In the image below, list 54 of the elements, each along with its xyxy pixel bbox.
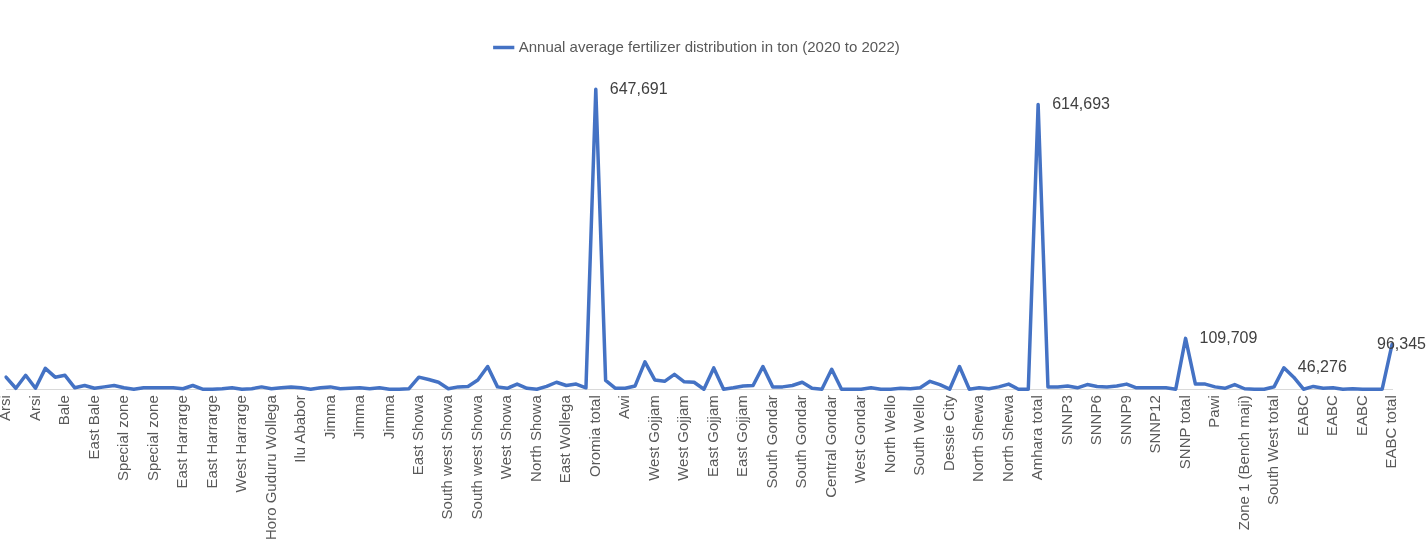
x-tick-label: SNNP9 — [1116, 395, 1134, 446]
x-tick-label: SNNP12 — [1146, 395, 1164, 454]
x-tick-label: East Gojjam — [733, 395, 751, 477]
data-label: 614,693 — [1052, 94, 1111, 112]
x-tick-label: South Wello — [910, 395, 928, 476]
x-tick-label: West Gojjam — [674, 395, 692, 481]
data-label: 46,276 — [1297, 358, 1347, 376]
data-label: 647,691 — [609, 79, 668, 97]
x-tick-label: North Shewa — [998, 394, 1016, 482]
x-tick-label: East Bale — [84, 395, 102, 460]
x-tick-label: SNNP3 — [1057, 395, 1075, 446]
x-tick-label: South Gondar — [762, 395, 780, 489]
x-tick-label: Dessie City — [939, 394, 957, 472]
x-tick-label: Pawi — [1205, 395, 1223, 428]
x-tick-label: Amhara total — [1028, 395, 1046, 481]
x-tick-label: East Gojjam — [703, 395, 721, 477]
legend-label: Annual average fertilizer distribution in ton (2020 to 2022) — [518, 37, 900, 55]
x-tick-label: South Gondar — [792, 395, 810, 489]
x-tick-label: East Harrarge — [202, 395, 220, 489]
x-tick-label: North Shewa — [969, 394, 987, 482]
x-tick-label: Jimma — [350, 394, 368, 440]
x-tick-label: West Showa — [497, 394, 515, 480]
x-tick-label: North Wello — [880, 395, 898, 474]
x-tick-label: South west Showa — [467, 394, 485, 520]
data-label: 109,709 — [1199, 328, 1258, 346]
x-tick-label: Jimma — [320, 394, 338, 440]
x-tick-label: Arsi — [25, 395, 43, 422]
x-tick-label: East Harrarge — [173, 395, 191, 489]
x-tick-label: South West total — [1264, 395, 1282, 505]
x-tick-label: Awi — [615, 395, 633, 420]
x-tick-label: Ilu Ababor — [291, 395, 309, 463]
x-tick-label: SNNP total — [1175, 395, 1193, 470]
x-tick-label: West Gojjam — [644, 395, 662, 481]
x-tick-label: Arsi — [0, 395, 14, 422]
x-tick-label: East Wollega — [556, 394, 574, 484]
data-label: 96,345 — [1377, 334, 1427, 352]
x-tick-label: North Showa — [526, 394, 544, 482]
x-tick-label: Horo Guduru Wollega — [261, 394, 279, 541]
x-tick-label: Oromia total — [585, 395, 603, 477]
x-tick-label: EABC total — [1382, 395, 1400, 469]
x-tick-label: East Showa — [408, 394, 426, 476]
x-tick-label: West Gondar — [851, 395, 869, 484]
x-tick-label: EABC — [1323, 395, 1341, 437]
x-tick-label: Bale — [55, 395, 73, 426]
x-tick-label: Zone 1 (Bench maji) — [1234, 395, 1252, 531]
x-tick-label: Special zone — [143, 395, 161, 482]
x-tick-label: Jimma — [379, 394, 397, 440]
x-tick-label: EABC — [1352, 395, 1370, 437]
x-tick-label: Special zone — [114, 395, 132, 482]
x-tick-label: SNNP6 — [1087, 395, 1105, 446]
x-tick-label: South west Showa — [438, 394, 456, 520]
x-tick-label: EABC — [1293, 395, 1311, 437]
x-tick-label: Central Gondar — [821, 395, 839, 498]
x-tick-label: West Harrarge — [232, 395, 250, 493]
